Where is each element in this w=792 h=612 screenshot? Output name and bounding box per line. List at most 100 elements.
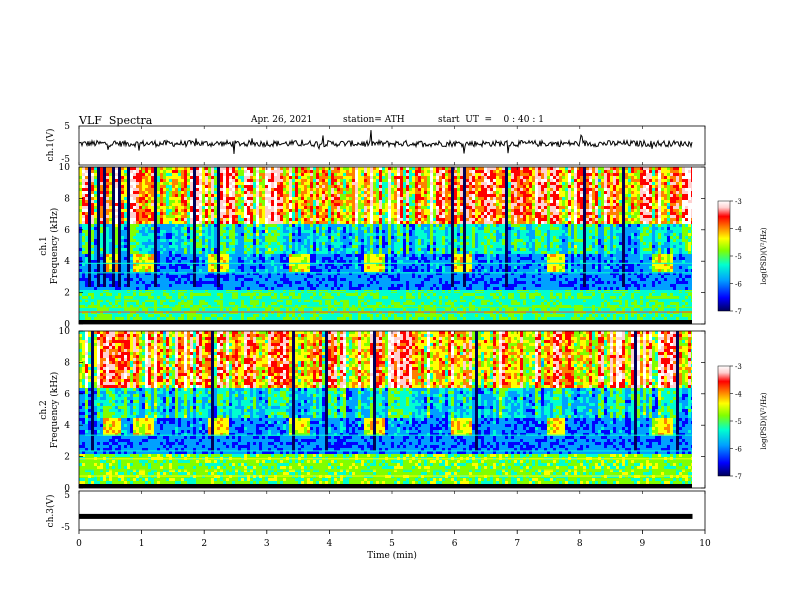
spectrogram-cell [94, 263, 97, 266]
spectrogram-cell [178, 209, 181, 212]
spectrogram-cell [85, 212, 88, 215]
spectrogram-cell [79, 257, 82, 260]
spectrogram-cell [295, 254, 298, 257]
spectrogram-cell [334, 278, 337, 281]
spectrogram-cell [262, 185, 265, 188]
spectrogram-cell [274, 197, 277, 200]
spectrogram-cell [229, 302, 232, 305]
spectrogram-cell [301, 269, 304, 272]
spectrogram-cell [307, 251, 310, 254]
spectrogram-cell [355, 251, 358, 254]
spectrogram-cell [199, 242, 202, 245]
spectrogram-cell [334, 191, 337, 194]
spectrogram-cell [313, 272, 316, 275]
spectrogram-cell [238, 227, 241, 230]
spectrogram-cell [166, 266, 169, 269]
spectrogram-cell [124, 227, 127, 230]
spectrogram-cell [151, 254, 154, 257]
spectrogram-cell [217, 167, 220, 170]
spectrogram-cell [151, 314, 154, 317]
spectrogram-cell [352, 167, 355, 170]
spectrogram-cell [232, 203, 235, 206]
spectrogram-cell [100, 236, 103, 239]
spectrogram-cell [181, 233, 184, 236]
spectrogram-cell [82, 257, 85, 260]
spectrogram-cell [124, 281, 127, 284]
spectrogram-cell [226, 227, 229, 230]
spectrogram-cell [334, 287, 337, 290]
spectrogram-cell [238, 230, 241, 233]
spectrogram-cell [271, 203, 274, 206]
spectrogram-cell [100, 263, 103, 266]
spectrogram-cell [160, 305, 163, 308]
spectrogram-cell [328, 287, 331, 290]
spectrogram-cell [349, 188, 352, 191]
spectrogram-cell [130, 248, 133, 251]
spectrogram-cell [235, 260, 238, 263]
spectrogram-cell [232, 251, 235, 254]
spectrogram-cell [277, 176, 280, 179]
spectrogram-cell [139, 314, 142, 317]
spectrogram-cell [349, 200, 352, 203]
spectrogram-cell [253, 308, 256, 311]
spectrogram-cell [91, 242, 94, 245]
spectrogram-cell [82, 230, 85, 233]
spectrogram-cell [205, 239, 208, 242]
spectrogram-cell [139, 287, 142, 290]
spectrogram-cell [226, 245, 229, 248]
spectrogram-cell [211, 170, 214, 173]
spectrogram-cell [340, 275, 343, 278]
spectrogram-cell [355, 194, 358, 197]
spectrogram-cell [271, 263, 274, 266]
spectrogram-cell [301, 296, 304, 299]
spectrogram-cell [277, 308, 280, 311]
spectrogram-cell [91, 314, 94, 317]
spectrogram-cell [235, 173, 238, 176]
spectrogram-cell [319, 224, 322, 227]
spectrogram-cell [268, 173, 271, 176]
spectrogram-cell [190, 269, 193, 272]
spectrogram-cell [322, 251, 325, 254]
spectrogram-cell [325, 248, 328, 251]
spectrogram-cell [88, 296, 91, 299]
spectrogram-cell [151, 212, 154, 215]
spectrogram-cell [250, 182, 253, 185]
spectrogram-cell [343, 185, 346, 188]
spectrogram-cell [283, 260, 286, 263]
spectrogram-cell [169, 221, 172, 224]
spectrogram-cell [157, 269, 160, 272]
spectrogram-cell [148, 218, 151, 221]
spectrogram-cell [235, 293, 238, 296]
spectrogram-cell [241, 188, 244, 191]
spectrogram-cell [112, 278, 115, 281]
spectrogram-cell [112, 197, 115, 200]
spectrogram-cell [94, 185, 97, 188]
spectrogram-cell [349, 263, 352, 266]
spectrogram-cell [313, 218, 316, 221]
spectrogram-cell [172, 266, 175, 269]
spectrogram-cell [184, 230, 187, 233]
spectrogram-cell [115, 224, 118, 227]
spectrogram-cell [79, 191, 82, 194]
spectrogram-cell [214, 263, 217, 266]
spectrogram-cell [334, 194, 337, 197]
spectrogram-cell [226, 317, 229, 320]
spectrogram-cell [187, 179, 190, 182]
spectrogram-cell [196, 293, 199, 296]
spectrogram-cell [136, 221, 139, 224]
spectrogram-cell [160, 191, 163, 194]
spectrogram-cell [163, 212, 166, 215]
spectrogram-cell [214, 224, 217, 227]
spectrogram-cell [283, 269, 286, 272]
spectrogram-cell [295, 179, 298, 182]
spectrogram-cell [343, 278, 346, 281]
spectrogram-cell [229, 260, 232, 263]
spectrogram-cell [136, 296, 139, 299]
spectrogram-cell [124, 215, 127, 218]
spectrogram-cell [220, 209, 223, 212]
spectrogram-cell [232, 260, 235, 263]
spectrogram-cell [307, 170, 310, 173]
spectrogram-cell [304, 215, 307, 218]
spectrogram-cell [220, 278, 223, 281]
spectrogram-cell [349, 194, 352, 197]
